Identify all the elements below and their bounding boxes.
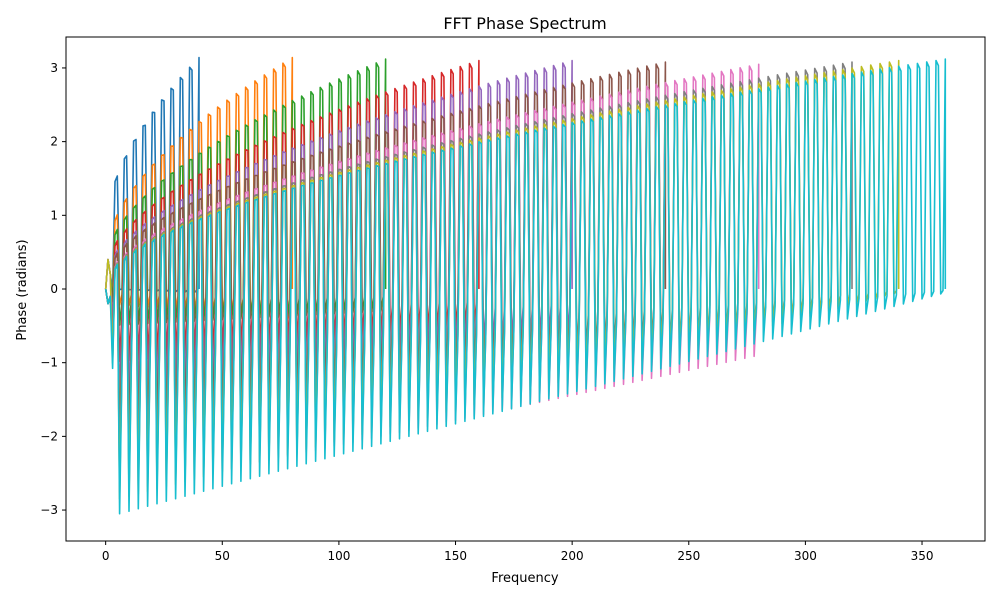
phase-series-line [104,61,667,435]
x-tick-label: 300 [794,549,817,563]
y-axis-label: Phase (radians) [15,239,30,340]
phase-series-line [104,58,387,326]
y-tick-label: −2 [40,429,58,443]
x-axis-label: Frequency [491,571,558,586]
chart-title: FFT Phase Spectrum [443,14,606,33]
x-axis-ticks: 0 50 100 150 200 250 300 350 [102,541,934,563]
x-tick-label: 200 [561,549,584,563]
y-axis-ticks: −3 −2 −1 0 1 2 3 [40,61,66,517]
phase-series-line [104,58,947,515]
y-tick-label: 2 [50,135,58,149]
y-tick-label: −1 [40,356,58,370]
x-tick-label: 150 [444,549,467,563]
y-tick-label: −3 [40,503,58,517]
y-tick-label: 1 [50,208,58,222]
x-tick-label: 100 [327,549,350,563]
plot-area [65,36,986,542]
x-tick-label: 50 [215,549,230,563]
x-tick-label: 350 [911,549,934,563]
y-tick-label: 0 [50,282,58,296]
series-layer [104,56,947,515]
x-tick-label: 0 [102,549,110,563]
y-tick-label: 3 [50,61,58,75]
x-tick-label: 250 [677,549,700,563]
